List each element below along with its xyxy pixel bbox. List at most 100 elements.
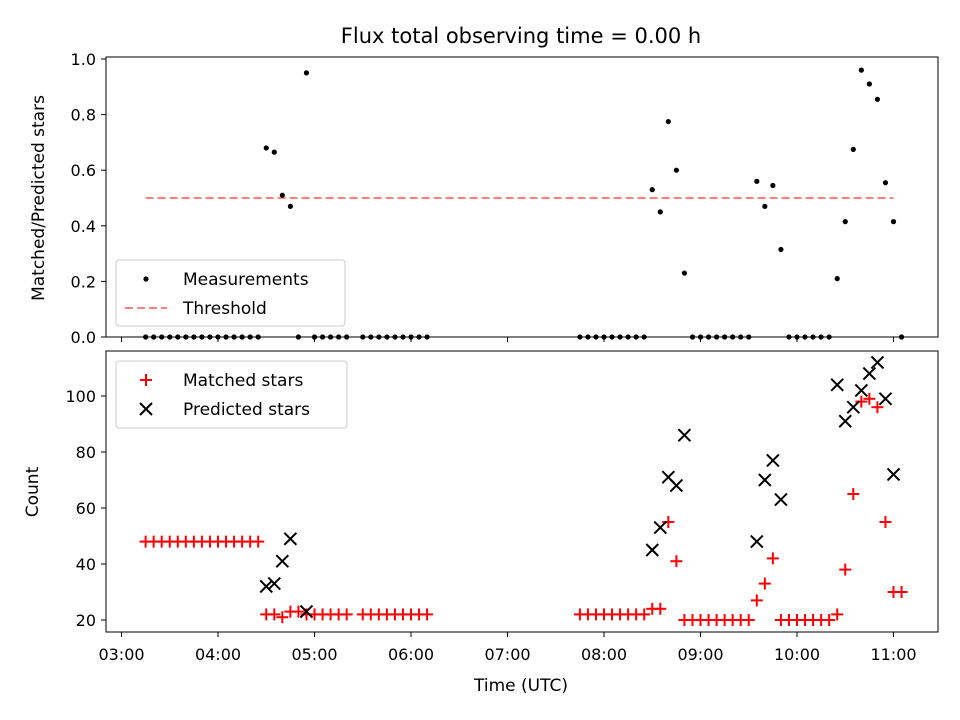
predicted-star-point — [830, 378, 844, 392]
measurement-point — [263, 145, 269, 151]
bottom-y-tick-label: 80 — [76, 443, 96, 462]
predicted-star-point — [259, 579, 273, 594]
predicted-star-point — [854, 383, 869, 398]
predicted-star-x-b — [766, 453, 780, 468]
measurement-point — [762, 203, 768, 209]
bottom-x-tick-label: 11:00 — [870, 645, 916, 664]
matched-star-point — [742, 614, 755, 626]
predicted-star-point — [758, 473, 772, 487]
bottom-x-tick-label: 07:00 — [484, 645, 530, 664]
measurement-point — [778, 246, 784, 253]
top-legend-box — [115, 259, 346, 327]
predicted-star-point — [862, 366, 877, 381]
legend-label-matched-stars: Matched stars — [183, 371, 303, 391]
top-y-tick-label: 0.6 — [71, 161, 96, 180]
predicted-star-point — [677, 428, 692, 442]
measurement-point — [657, 209, 663, 215]
top-axes-frame — [105, 56, 939, 338]
predicted-star-x-b — [838, 414, 852, 428]
predicted-star-point — [275, 554, 290, 568]
predicted-star-x-b — [830, 378, 844, 392]
predicted-star-point — [645, 543, 659, 557]
measurement-point — [303, 70, 310, 76]
bottom-x-tick-label: 08:00 — [581, 645, 627, 664]
legend-label-measurements: Measurements — [183, 270, 309, 290]
matched-star-point — [766, 552, 779, 565]
bottom-y-axis-label: Count — [23, 466, 43, 517]
measurement-point — [850, 146, 856, 152]
matched-star-point — [421, 608, 434, 621]
bottom-x-tick-label: 03:00 — [98, 645, 144, 664]
predicted-star-x-b — [677, 428, 692, 442]
bottom-x-ticks: 03:00 04:00 05:00 06:00 07:00 08:00 09:00 10:00… — [98, 632, 917, 664]
bottom-axes-frame — [105, 350, 939, 633]
predicted-star-x-b — [661, 470, 676, 484]
matched-star-point — [871, 401, 884, 414]
matched-star-point — [879, 516, 892, 528]
matched-star-point — [276, 611, 289, 624]
matched-star-point — [654, 602, 667, 615]
predicted-star-point — [750, 534, 764, 549]
matched-star-point — [839, 563, 852, 576]
bottom-y-tick-label: 60 — [76, 499, 96, 518]
matched-star-point — [855, 395, 868, 408]
top-y-tick-label: 0.8 — [71, 106, 96, 125]
predicted-star-point — [653, 520, 667, 535]
top-y-tick-label: 0.4 — [71, 217, 96, 236]
predicted-star-point — [283, 532, 298, 546]
measurement-point — [673, 167, 679, 173]
predicted-star-point — [878, 392, 893, 406]
bottom-x-tick-label: 05:00 — [291, 645, 337, 664]
predicted-star-x-b — [862, 366, 877, 381]
bottom-y-ticks: 20 40 60 80 100 — [65, 387, 106, 630]
top-y-ticks: 0.0 0.2 0.4 0.6 0.8 1.0 — [71, 50, 106, 347]
bottom-legend-box — [115, 360, 348, 429]
predicted-star-point — [886, 467, 901, 482]
measurement-point — [890, 219, 897, 225]
top-y-axis-label: Matched/Predicted stars — [29, 95, 49, 301]
top-y-tick-label: 1.0 — [71, 50, 96, 69]
matched-star-point — [895, 586, 908, 598]
measurement-point — [754, 178, 760, 184]
legend-label-threshold: Threshold — [182, 299, 267, 319]
chart-title: Flux total observing time = 0.00 h — [341, 24, 701, 48]
predicted-star-point — [299, 604, 314, 619]
measurement-point — [665, 118, 671, 125]
predicted-star-point — [766, 453, 780, 468]
matched-star-point — [268, 608, 281, 621]
legend-marker-matched-stars — [140, 374, 152, 386]
predicted-star-x-b — [669, 478, 684, 493]
bottom-plot-marks — [139, 355, 908, 626]
matched-star-point — [758, 577, 771, 590]
predicted-star-x-b — [275, 554, 290, 568]
legend-marker-measurements — [143, 276, 149, 282]
predicted-star-point — [669, 478, 684, 493]
top-y-tick-label: 0.0 — [71, 328, 96, 347]
predicted-star-point — [267, 576, 281, 591]
top-plot-marks — [143, 67, 905, 340]
predicted-star-x-b — [267, 576, 281, 591]
predicted-star-x-b — [878, 392, 893, 406]
matched-star-point — [831, 608, 844, 621]
bottom-x-tick-label: 10:00 — [774, 645, 820, 664]
predicted-star-x-b — [283, 532, 298, 546]
matched-star-point — [638, 608, 651, 621]
predicted-star-x-b — [870, 355, 885, 370]
matched-star-point — [863, 392, 876, 405]
matched-star-point — [823, 614, 836, 626]
top-y-tick-label: 0.2 — [71, 272, 96, 291]
bottom-x-tick-label: 04:00 — [195, 645, 241, 664]
matched-star-point — [662, 516, 675, 528]
measurement-point — [279, 192, 285, 198]
predicted-star-x-b — [774, 492, 788, 507]
predicted-star-x-b — [645, 543, 659, 557]
predicted-star-x-b — [259, 579, 273, 594]
matched-star-point — [670, 555, 683, 568]
measurement-point — [271, 149, 277, 155]
predicted-star-x-b — [750, 534, 764, 549]
measurement-point — [834, 276, 840, 282]
predicted-star-x-b — [299, 604, 314, 619]
